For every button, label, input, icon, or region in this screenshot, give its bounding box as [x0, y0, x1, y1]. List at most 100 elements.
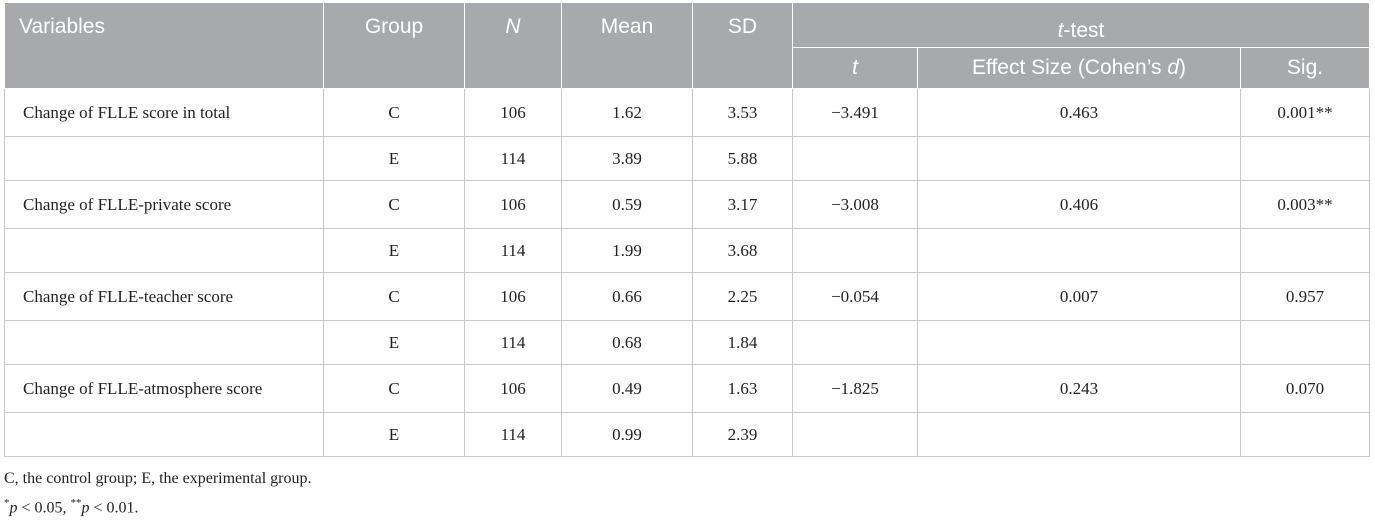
- cell-effect-size: [917, 136, 1241, 181]
- cell-t: [792, 320, 918, 365]
- header-group: Group: [323, 2, 465, 89]
- cell-mean: 0.68: [561, 320, 693, 365]
- header-mean: Mean: [561, 2, 693, 89]
- footnote-abbreviations: C, the control group; E, the experimenta…: [4, 470, 312, 487]
- table-footnotes: C, the control group; E, the experimenta…: [4, 466, 311, 520]
- table-row: E 114 3.89 5.88: [4, 136, 1370, 181]
- cell-mean: 0.66: [561, 272, 693, 321]
- footnote-p-symbol: p: [9, 499, 18, 517]
- cell-t: −3.491: [792, 88, 918, 137]
- header-ttest-prefix: t: [1057, 19, 1064, 42]
- table-row: Change of FLLE-private score C 106 0.59 …: [4, 180, 1370, 229]
- table-header: Variables Group N Mean SD t-test t Effec…: [4, 2, 1370, 89]
- table-row: E 114 0.99 2.39: [4, 412, 1370, 457]
- cell-mean: 0.49: [561, 364, 693, 413]
- cell-sd: 2.25: [692, 272, 793, 321]
- cell-group: E: [323, 136, 465, 181]
- header-variables: Variables: [4, 2, 324, 89]
- footnote-threshold-05: < 0.05,: [17, 499, 71, 517]
- cell-n: 106: [464, 180, 562, 229]
- cell-sig: [1240, 412, 1370, 457]
- cell-sd: 1.84: [692, 320, 793, 365]
- cell-sd: 2.39: [692, 412, 793, 457]
- cell-n: 114: [464, 320, 562, 365]
- footnote-p-symbol: p: [81, 499, 90, 517]
- cell-sig: 0.957: [1240, 272, 1370, 321]
- cell-effect-size: 0.243: [917, 364, 1241, 413]
- header-ttest-suffix: -test: [1063, 19, 1105, 42]
- cell-group: C: [323, 364, 465, 413]
- header-sig: Sig.: [1240, 47, 1370, 89]
- cell-effect-size: 0.463: [917, 88, 1241, 137]
- table-row: Change of FLLE-teacher score C 106 0.66 …: [4, 272, 1370, 321]
- cell-group: C: [323, 272, 465, 321]
- cell-sd: 3.68: [692, 228, 793, 273]
- header-effect-size: Effect Size (Cohen’s d): [917, 47, 1241, 89]
- cell-n: 106: [464, 364, 562, 413]
- table-row: Change of FLLE-atmosphere score C 106 0.…: [4, 364, 1370, 413]
- cell-effect-size: [917, 412, 1241, 457]
- cell-group: E: [323, 228, 465, 273]
- footnote-significance: *p < 0.05, **p < 0.01.: [4, 491, 311, 520]
- table-row: Change of FLLE score in total C 106 1.62…: [4, 88, 1370, 137]
- footnote-threshold-01: < 0.01.: [89, 499, 139, 517]
- cell-sd: 3.53: [692, 88, 793, 137]
- cell-sig: [1240, 136, 1370, 181]
- cell-effect-size: [917, 228, 1241, 273]
- header-t-text: t: [852, 56, 858, 79]
- header-effect-size-d: d: [1167, 56, 1179, 79]
- cell-sig: 0.001**: [1240, 88, 1370, 137]
- cell-n: 106: [464, 272, 562, 321]
- cell-mean: 0.59: [561, 180, 693, 229]
- cell-group: E: [323, 320, 465, 365]
- cell-variable: [4, 320, 324, 365]
- cell-mean: 0.99: [561, 412, 693, 457]
- header-n-text: N: [505, 15, 521, 38]
- header-n: N: [464, 2, 562, 89]
- header-effect-size-suffix: ): [1179, 56, 1186, 79]
- cell-n: 114: [464, 228, 562, 273]
- cell-effect-size: 0.406: [917, 180, 1241, 229]
- cell-variable: Change of FLLE score in total: [4, 88, 324, 137]
- table-row: E 114 0.68 1.84: [4, 320, 1370, 365]
- cell-variable: Change of FLLE-atmosphere score: [4, 364, 324, 413]
- cell-t: −1.825: [792, 364, 918, 413]
- cell-sd: 5.88: [692, 136, 793, 181]
- cell-t: [792, 228, 918, 273]
- ttest-results-table: Variables Group N Mean SD t-test t Effec…: [4, 2, 1370, 457]
- cell-mean: 3.89: [561, 136, 693, 181]
- table-row: E 114 1.99 3.68: [4, 228, 1370, 273]
- cell-variable: Change of FLLE-private score: [4, 180, 324, 229]
- cell-variable: [4, 228, 324, 273]
- results-table-container: Variables Group N Mean SD t-test t Effec…: [4, 2, 1370, 457]
- cell-mean: 1.99: [561, 228, 693, 273]
- cell-mean: 1.62: [561, 88, 693, 137]
- cell-variable: [4, 136, 324, 181]
- footnote-star-single: *: [4, 497, 10, 509]
- cell-sig: 0.003**: [1240, 180, 1370, 229]
- header-t: t: [792, 47, 918, 89]
- cell-t: [792, 412, 918, 457]
- cell-sig: [1240, 228, 1370, 273]
- cell-sd: 3.17: [692, 180, 793, 229]
- cell-t: [792, 136, 918, 181]
- header-sd: SD: [692, 2, 793, 89]
- cell-n: 114: [464, 412, 562, 457]
- cell-t: −3.008: [792, 180, 918, 229]
- cell-n: 114: [464, 136, 562, 181]
- header-effect-size-prefix: Effect Size (Cohen’s: [971, 56, 1168, 79]
- cell-effect-size: 0.007: [917, 272, 1241, 321]
- cell-effect-size: [917, 320, 1241, 365]
- cell-sig: [1240, 320, 1370, 365]
- footnote-star-double: **: [70, 497, 82, 509]
- cell-sig: 0.070: [1240, 364, 1370, 413]
- cell-group: C: [323, 88, 465, 137]
- cell-sd: 1.63: [692, 364, 793, 413]
- table-body: Change of FLLE score in total C 106 1.62…: [4, 88, 1370, 457]
- cell-n: 106: [464, 88, 562, 137]
- cell-group: C: [323, 180, 465, 229]
- cell-variable: Change of FLLE-teacher score: [4, 272, 324, 321]
- cell-group: E: [323, 412, 465, 457]
- header-ttest: t-test: [792, 2, 1370, 48]
- cell-t: −0.054: [792, 272, 918, 321]
